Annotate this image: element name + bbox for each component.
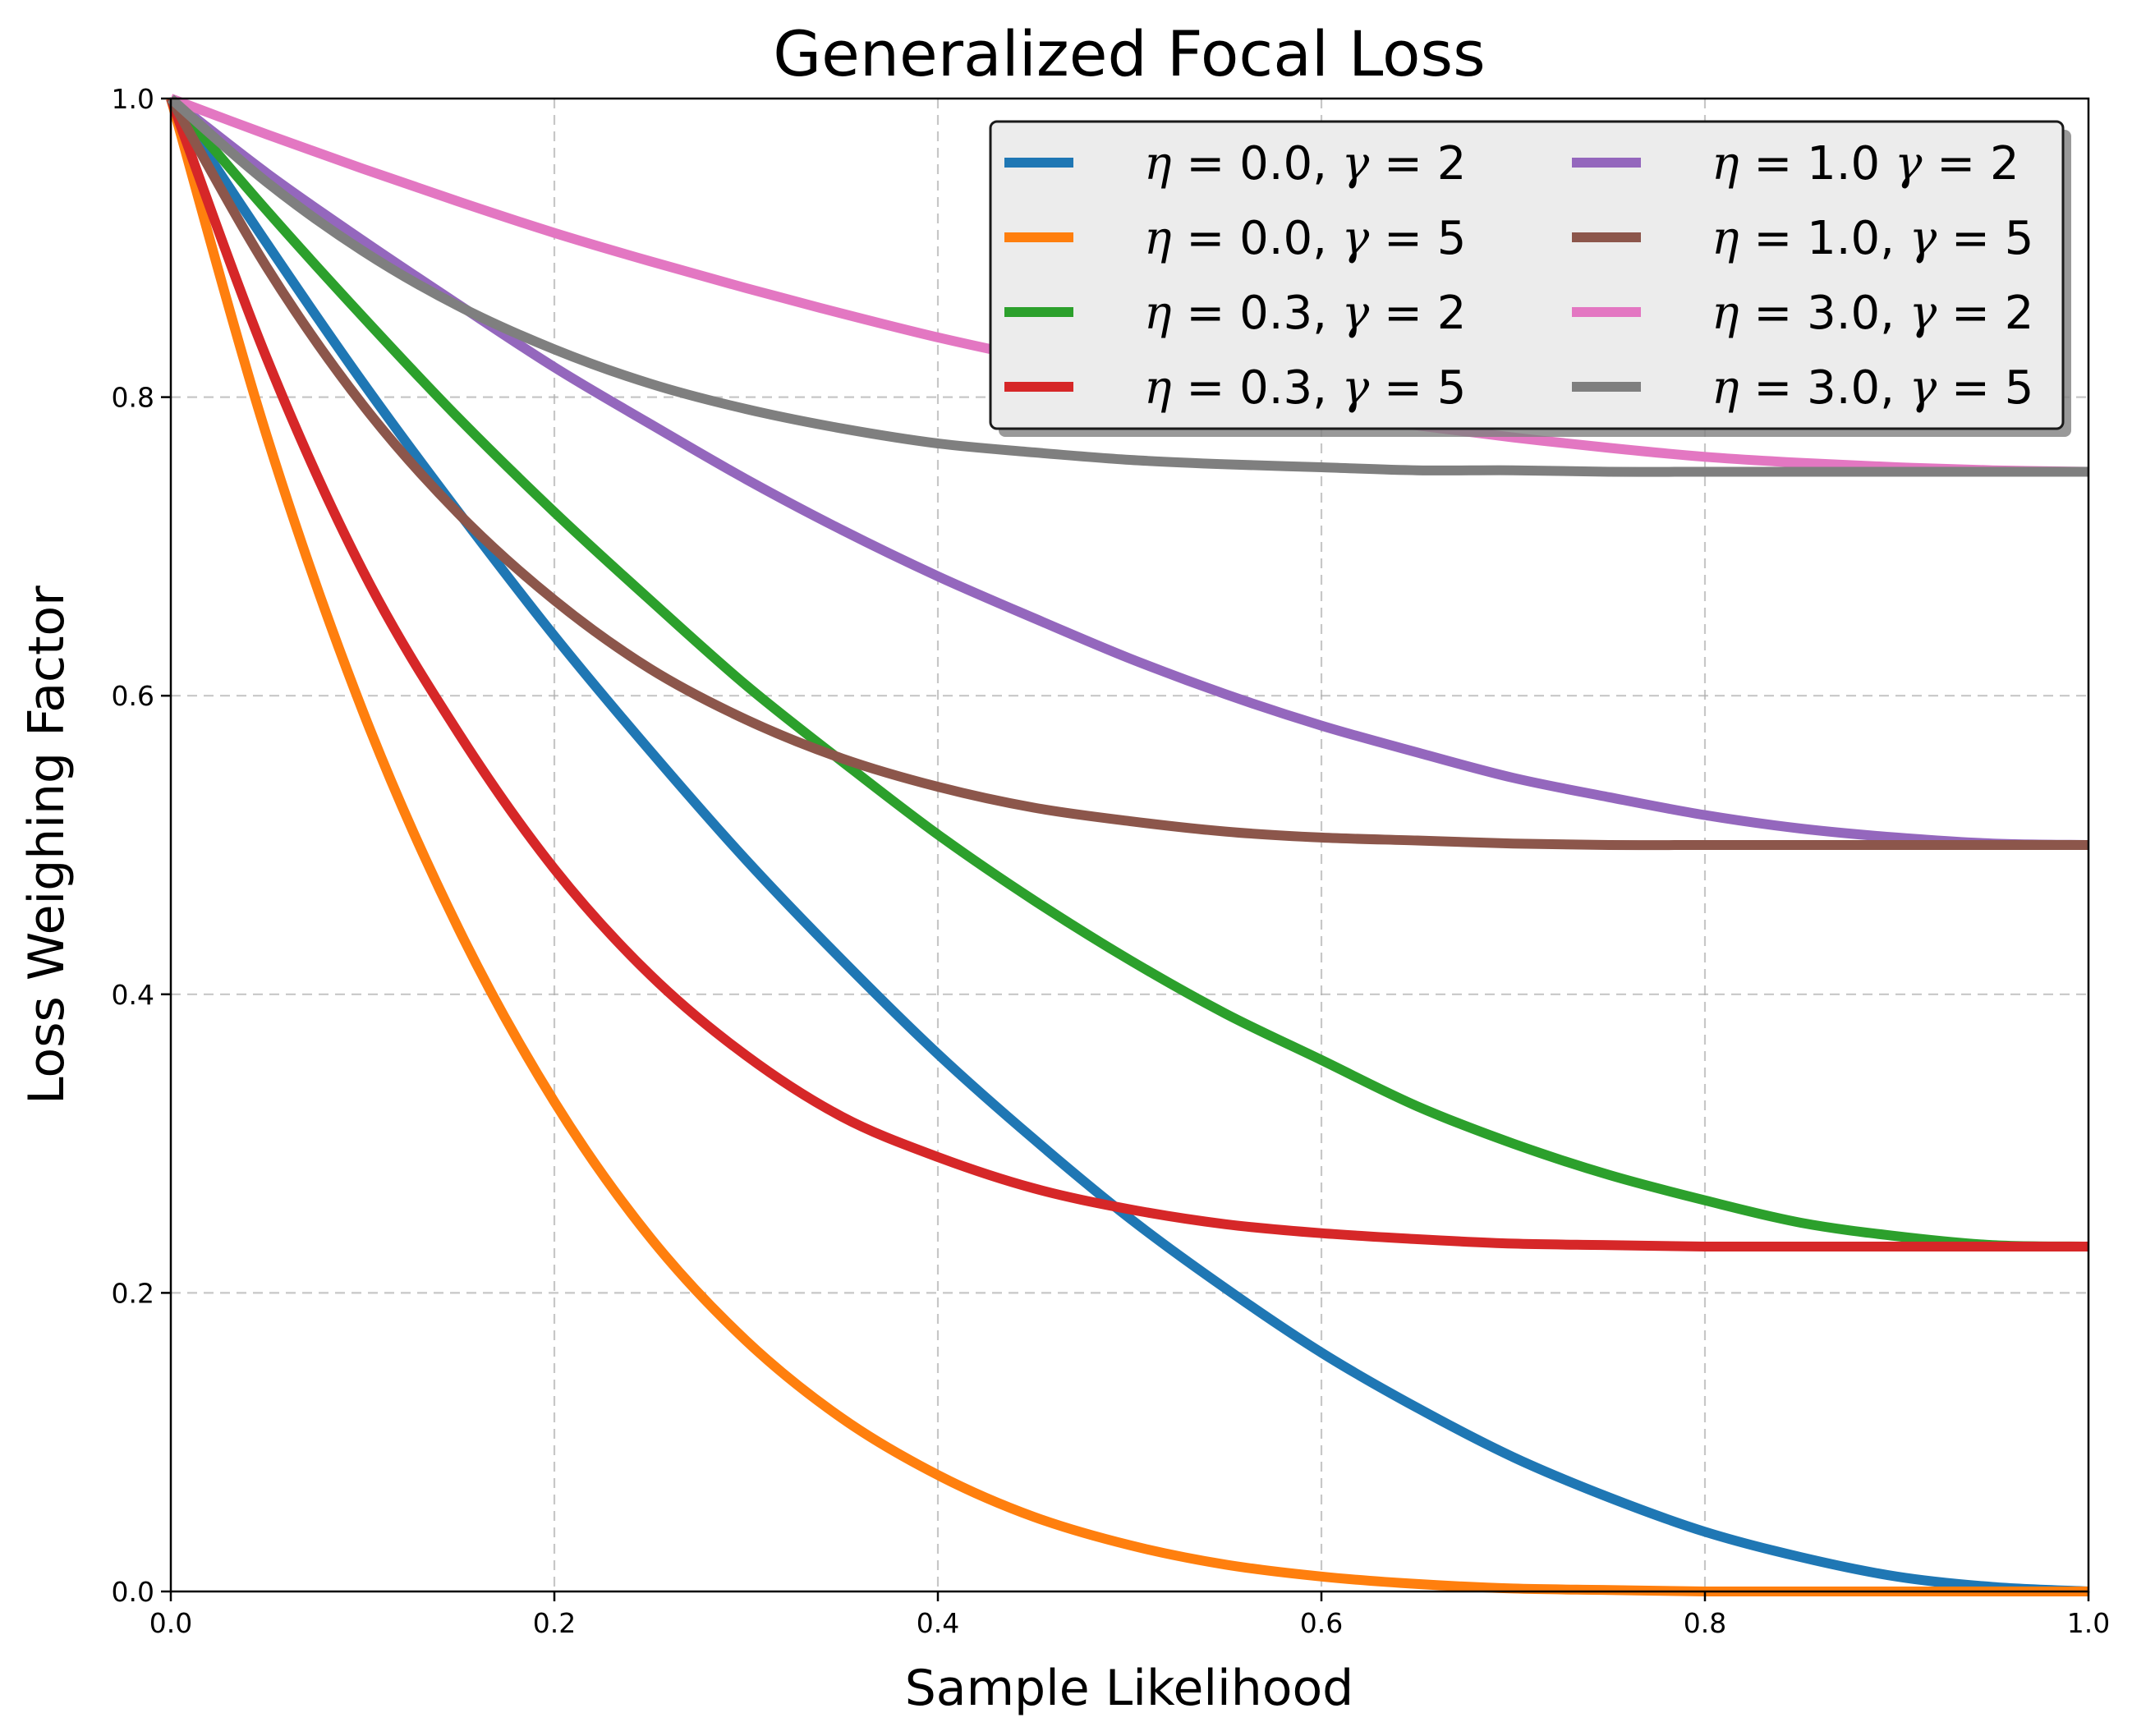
x-tick-label: 0.2 (533, 1607, 576, 1639)
y-tick-label: 1.0 (112, 83, 154, 115)
y-tick-label: 0.4 (112, 979, 154, 1011)
y-tick-label: 0.6 (112, 680, 154, 712)
legend-items: η = 0.0, γ = 2 η = 0.0, γ = 5 η = 0.3, γ =… (1004, 137, 2033, 415)
x-tick-label: 0.0 (149, 1607, 192, 1639)
legend-label-1: η = 0.0, γ = 2 (1144, 137, 1466, 191)
legend-box (989, 120, 2065, 430)
series-line-6 (166, 96, 2088, 851)
legend-label-7: η = 3.0, γ = 2 (1712, 287, 2033, 340)
y-axis-title: Loss Weighing Factor (18, 586, 76, 1105)
axis-ticks: 0.0 0.2 0.4 0.6 0.8 1.0 0.0 0.2 0.4 0.6 0.8 1.0 (112, 83, 2111, 1639)
legend-label-5: η = 1.0 γ = 2 (1712, 137, 2019, 191)
y-tick-label: 0.0 (112, 1576, 154, 1608)
legend: η = 0.0, γ = 2 η = 0.0, γ = 5 η = 0.3, γ =… (989, 120, 2071, 437)
x-tick-label: 1.0 (2067, 1607, 2110, 1639)
x-tick-label: 0.8 (1684, 1607, 1726, 1639)
y-tick-label: 0.8 (112, 382, 154, 414)
x-tick-label: 0.6 (1300, 1607, 1343, 1639)
legend-label-6: η = 1.0, γ = 5 (1712, 212, 2033, 265)
series-line-4 (166, 96, 2088, 1252)
y-tick-label: 0.2 (112, 1277, 154, 1309)
legend-label-4: η = 0.3, γ = 5 (1144, 361, 1466, 415)
series-lines (166, 94, 2089, 1597)
legend-label-8: η = 3.0, γ = 5 (1712, 361, 2033, 415)
chart-title: Generalized Focal Loss (773, 17, 1486, 90)
plot-frame (169, 97, 2090, 1593)
legend-label-3: η = 0.3, γ = 2 (1144, 287, 1466, 340)
series-line-8 (168, 94, 2088, 477)
x-axis-title: Sample Likelihood (905, 1660, 1354, 1717)
x-tick-label: 0.4 (917, 1607, 959, 1639)
legend-label-2: η = 0.0, γ = 5 (1144, 212, 1466, 265)
series-line-3 (167, 95, 2089, 1251)
